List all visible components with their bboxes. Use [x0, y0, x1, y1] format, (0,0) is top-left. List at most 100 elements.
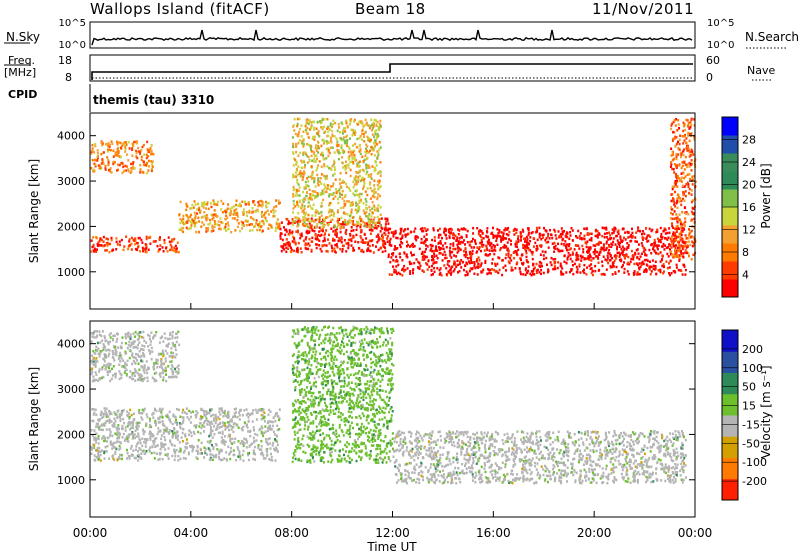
- power-cell: [461, 236, 463, 239]
- power-cell: [669, 253, 672, 256]
- power-cell: [322, 154, 325, 157]
- power-cell: [326, 165, 329, 168]
- power-cell: [261, 219, 264, 223]
- power-cell: [258, 228, 261, 232]
- power-cell: [571, 253, 574, 256]
- power-cell: [692, 235, 695, 239]
- power-cell: [356, 165, 359, 168]
- velocity-cell: [94, 361, 97, 365]
- freq-left-tick-lo: 8: [65, 71, 72, 84]
- power-cell: [630, 234, 633, 238]
- power-cell: [242, 208, 245, 211]
- velocity-cell: [137, 331, 140, 334]
- velocity-cell: [137, 343, 140, 347]
- power-cell: [490, 246, 493, 249]
- power-cell: [422, 270, 425, 273]
- power-cell: [279, 227, 282, 231]
- velocity-cell: [266, 443, 269, 446]
- velocity-cell: [197, 450, 199, 453]
- velocity-cell: [92, 356, 95, 360]
- power-cell: [312, 203, 315, 207]
- velocity-cell: [162, 443, 165, 446]
- power-cell: [659, 260, 662, 263]
- power-cell: [514, 245, 517, 248]
- power-cell: [501, 259, 504, 262]
- power-cell: [322, 239, 325, 243]
- velocity-cell: [145, 360, 148, 363]
- velocity-cell: [139, 347, 142, 351]
- power-cell: [620, 252, 623, 255]
- power-cell: [358, 205, 361, 208]
- power-cell: [236, 213, 239, 217]
- colorbar-swatch: [722, 225, 738, 244]
- power-cell: [441, 253, 444, 256]
- velocity-cell: [220, 458, 222, 462]
- velocity-cell: [109, 332, 112, 335]
- power-cell: [324, 190, 327, 194]
- power-cell: [372, 125, 375, 128]
- power-cell: [212, 216, 215, 219]
- power-cell: [504, 264, 507, 267]
- velocity-cell: [184, 457, 187, 460]
- power-cell: [275, 221, 278, 224]
- power-cell: [667, 236, 670, 239]
- power-cell: [194, 221, 197, 225]
- power-cell: [357, 247, 360, 250]
- power-cell: [311, 214, 314, 217]
- velocity-cell: [252, 426, 255, 429]
- power-cell: [327, 154, 330, 158]
- power-cell: [302, 130, 305, 133]
- power-cell: [92, 243, 95, 247]
- power-cell: [372, 225, 374, 229]
- power-cell: [355, 228, 358, 231]
- velocity-cell: [188, 433, 190, 437]
- power-cell: [447, 270, 450, 273]
- power-cell: [506, 241, 509, 244]
- power-cell: [515, 250, 518, 253]
- power-cell: [519, 272, 522, 276]
- velocity-cell: [109, 443, 112, 446]
- power-cell: [340, 237, 343, 241]
- power-cell: [693, 217, 696, 221]
- power-cell: [547, 240, 550, 244]
- power-cell: [424, 238, 427, 241]
- power-cell: [399, 232, 402, 236]
- power-cell: [244, 203, 247, 206]
- power-cell: [365, 237, 368, 240]
- power-cell: [399, 243, 401, 247]
- power-cell: [348, 214, 351, 218]
- velocity-cell: [215, 453, 218, 457]
- power-cell: [349, 238, 352, 241]
- power-cell: [331, 164, 334, 168]
- power-cell: [387, 231, 390, 235]
- velocity-cell: [169, 440, 172, 444]
- power-cell: [362, 159, 365, 163]
- velocity-cell: [235, 411, 237, 414]
- power-cell: [257, 204, 260, 208]
- power-cell: [249, 216, 252, 219]
- velocity-cell: [218, 410, 221, 414]
- power-cell: [636, 263, 639, 267]
- power-cell: [542, 271, 545, 275]
- power-cell: [560, 273, 563, 276]
- velocity-cell: [112, 446, 115, 449]
- power-cell: [298, 199, 301, 202]
- power-cell: [106, 244, 109, 247]
- velocity-cell: [156, 366, 159, 369]
- power-cell: [434, 249, 437, 252]
- power-cell: [338, 195, 341, 198]
- power-cell: [347, 221, 350, 224]
- power-cell: [557, 230, 560, 233]
- power-cell: [330, 227, 333, 230]
- power-cell: [304, 128, 307, 132]
- power-cell: [683, 244, 686, 248]
- power-cell: [554, 234, 557, 237]
- power-cell: [353, 156, 356, 160]
- power-cell: [355, 225, 358, 228]
- velocity-cell: [264, 438, 267, 441]
- power-cell: [592, 250, 595, 254]
- beam-title: Beam 18: [355, 0, 426, 18]
- power-cell: [684, 128, 687, 132]
- velocity-cell: [251, 442, 254, 445]
- power-cell: [125, 169, 128, 172]
